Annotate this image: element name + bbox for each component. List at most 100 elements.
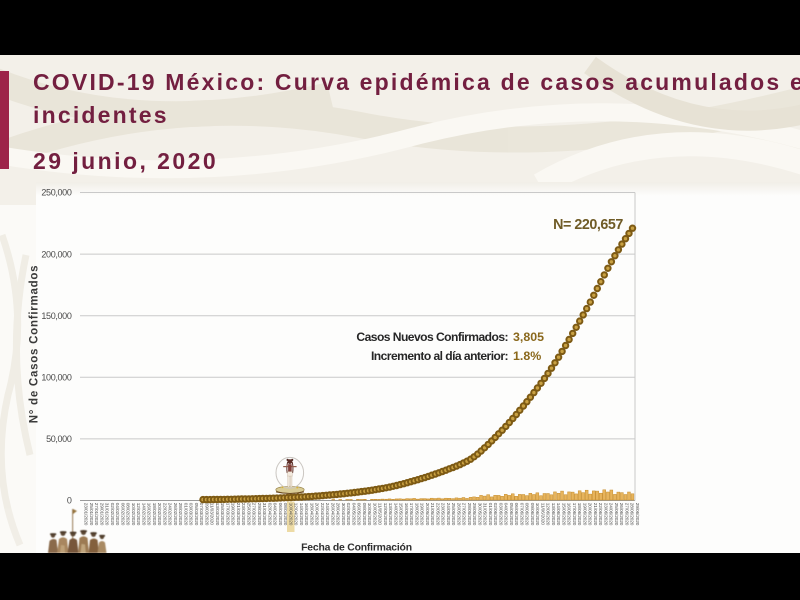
svg-text:18/02/2020: 18/02/2020 — [152, 503, 157, 526]
svg-text:150,000: 150,000 — [41, 311, 71, 321]
svg-text:06/05/2020: 06/05/2020 — [357, 503, 362, 526]
svg-text:20/04/2020: 20/04/2020 — [315, 503, 320, 526]
svg-text:31/05/2020: 31/05/2020 — [483, 503, 488, 526]
svg-text:26/05/2020: 26/05/2020 — [456, 503, 461, 526]
svg-text:13/03/2020: 13/03/2020 — [215, 503, 220, 526]
svg-text:06/02/2020: 06/02/2020 — [120, 503, 125, 526]
svg-text:08/02/2020: 08/02/2020 — [126, 503, 131, 526]
svg-text:12/06/2020: 12/06/2020 — [546, 503, 551, 526]
svg-text:04/05/2020: 04/05/2020 — [351, 503, 356, 526]
svg-text:21/05/2020: 21/05/2020 — [430, 503, 435, 526]
svg-text:14/05/2020: 14/05/2020 — [393, 503, 398, 526]
svg-text:07/03/2020: 07/03/2020 — [199, 503, 204, 526]
svg-text:27/05/2020: 27/05/2020 — [462, 503, 467, 526]
svg-text:21/06/2020: 21/06/2020 — [593, 503, 598, 526]
svg-text:04/06/2020: 04/06/2020 — [504, 503, 509, 526]
svg-text:08/04/2020: 08/04/2020 — [283, 503, 288, 526]
svg-text:29/01/2020: 29/01/2020 — [99, 503, 104, 526]
svg-text:30/04/2020: 30/04/2020 — [341, 503, 346, 526]
svg-text:15/06/2020: 15/06/2020 — [561, 503, 566, 526]
svg-text:16/05/2020: 16/05/2020 — [404, 503, 409, 526]
svg-text:200,000: 200,000 — [41, 249, 71, 259]
svg-text:23/06/2020: 23/06/2020 — [603, 503, 608, 526]
svg-text:23/05/2020: 23/05/2020 — [441, 503, 446, 526]
svg-text:21/03/2020: 21/03/2020 — [236, 503, 241, 526]
svg-text:06/04/2020: 06/04/2020 — [278, 503, 283, 526]
svg-text:13/06/2020: 13/06/2020 — [551, 503, 556, 526]
svg-text:01/03/2020: 01/03/2020 — [183, 503, 188, 526]
svg-text:22/06/2020: 22/06/2020 — [598, 503, 603, 526]
svg-text:10/02/2020: 10/02/2020 — [131, 503, 136, 526]
svg-text:03/03/2020: 03/03/2020 — [189, 503, 194, 526]
svg-text:28/02/2020: 28/02/2020 — [178, 503, 183, 526]
svg-text:18/06/2020: 18/06/2020 — [577, 503, 582, 526]
svg-text:17/05/2020: 17/05/2020 — [409, 503, 414, 526]
svg-text:10/05/2020: 10/05/2020 — [367, 503, 372, 526]
svg-text:3,805: 3,805 — [513, 330, 544, 344]
svg-text:10/06/2020: 10/06/2020 — [535, 503, 540, 526]
svg-text:09/06/2020: 09/06/2020 — [530, 503, 535, 526]
svg-text:13/05/2020: 13/05/2020 — [388, 503, 393, 526]
svg-text:26/06/2020: 26/06/2020 — [619, 503, 624, 526]
svg-text:16/06/2020: 16/06/2020 — [567, 503, 572, 526]
svg-text:27/03/2020: 27/03/2020 — [252, 503, 257, 526]
svg-text:Casos Nuevos Confirmados:: Casos Nuevos Confirmados: — [356, 330, 508, 344]
svg-text:12/02/2020: 12/02/2020 — [136, 503, 141, 526]
svg-text:25/01/2020: 25/01/2020 — [89, 503, 94, 526]
svg-text:29/05/2020: 29/05/2020 — [472, 503, 477, 526]
svg-text:24/04/2020: 24/04/2020 — [325, 503, 330, 526]
svg-text:24/02/2020: 24/02/2020 — [168, 503, 173, 526]
svg-text:18/05/2020: 18/05/2020 — [414, 503, 419, 526]
svg-text:29/03/2020: 29/03/2020 — [257, 503, 262, 526]
svg-text:11/05/2020: 11/05/2020 — [378, 503, 383, 526]
svg-text:25/03/2020: 25/03/2020 — [246, 503, 251, 526]
svg-text:24/06/2020: 24/06/2020 — [609, 503, 614, 526]
svg-text:15/05/2020: 15/05/2020 — [399, 503, 404, 526]
svg-text:27/06/2020: 27/06/2020 — [624, 503, 629, 526]
svg-text:02/02/2020: 02/02/2020 — [110, 503, 115, 526]
svg-text:0: 0 — [67, 496, 72, 506]
svg-text:22/04/2020: 22/04/2020 — [320, 503, 325, 526]
svg-text:24/05/2020: 24/05/2020 — [446, 503, 451, 526]
svg-text:14/02/2020: 14/02/2020 — [141, 503, 146, 526]
svg-text:18/04/2020: 18/04/2020 — [309, 503, 314, 526]
svg-text:10/04/2020: 10/04/2020 — [288, 503, 293, 526]
svg-text:22/05/2020: 22/05/2020 — [435, 503, 440, 526]
svg-text:17/03/2020: 17/03/2020 — [225, 503, 230, 526]
svg-text:19/06/2020: 19/06/2020 — [582, 503, 587, 526]
svg-text:19/03/2020: 19/03/2020 — [231, 503, 236, 526]
svg-text:20/05/2020: 20/05/2020 — [425, 503, 430, 526]
svg-text:23/01/2020: 23/01/2020 — [84, 503, 89, 526]
svg-text:100,000: 100,000 — [41, 373, 71, 383]
svg-text:Fecha de Confirmación: Fecha de Confirmación — [301, 543, 412, 554]
svg-text:1.8%: 1.8% — [513, 349, 541, 363]
svg-text:31/03/2020: 31/03/2020 — [262, 503, 267, 526]
svg-text:04/04/2020: 04/04/2020 — [273, 503, 278, 526]
svg-text:Incremento al día anterior:: Incremento al día anterior: — [371, 349, 508, 363]
svg-text:04/02/2020: 04/02/2020 — [115, 503, 120, 526]
svg-text:17/06/2020: 17/06/2020 — [572, 503, 577, 526]
svg-text:28/05/2020: 28/05/2020 — [467, 503, 472, 526]
svg-text:25/06/2020: 25/06/2020 — [614, 503, 619, 526]
svg-text:N= 220,657: N= 220,657 — [553, 217, 623, 233]
svg-text:50,000: 50,000 — [46, 434, 72, 444]
svg-text:02/05/2020: 02/05/2020 — [346, 503, 351, 526]
svg-text:14/06/2020: 14/06/2020 — [556, 503, 561, 526]
svg-text:06/06/2020: 06/06/2020 — [514, 503, 519, 526]
svg-text:11/03/2020: 11/03/2020 — [210, 503, 215, 526]
svg-text:26/02/2020: 26/02/2020 — [173, 503, 178, 526]
svg-text:09/03/2020: 09/03/2020 — [204, 503, 209, 526]
svg-text:23/03/2020: 23/03/2020 — [241, 503, 246, 526]
svg-text:10/05/2020: 10/05/2020 — [372, 503, 377, 526]
svg-text:25/05/2020: 25/05/2020 — [451, 503, 456, 526]
svg-text:28/06/2020: 28/06/2020 — [630, 503, 635, 526]
svg-text:20/06/2020: 20/06/2020 — [588, 503, 593, 526]
svg-text:05/03/2020: 05/03/2020 — [194, 503, 199, 526]
svg-text:03/06/2020: 03/06/2020 — [498, 503, 503, 526]
svg-text:19/05/2020: 19/05/2020 — [420, 503, 425, 526]
svg-text:29/06/2020: 29/06/2020 — [635, 503, 640, 526]
svg-text:05/06/2020: 05/06/2020 — [509, 503, 514, 526]
svg-text:08/05/2020: 08/05/2020 — [362, 503, 367, 526]
svg-text:07/06/2020: 07/06/2020 — [519, 503, 524, 526]
svg-text:28/04/2020: 28/04/2020 — [336, 503, 341, 526]
